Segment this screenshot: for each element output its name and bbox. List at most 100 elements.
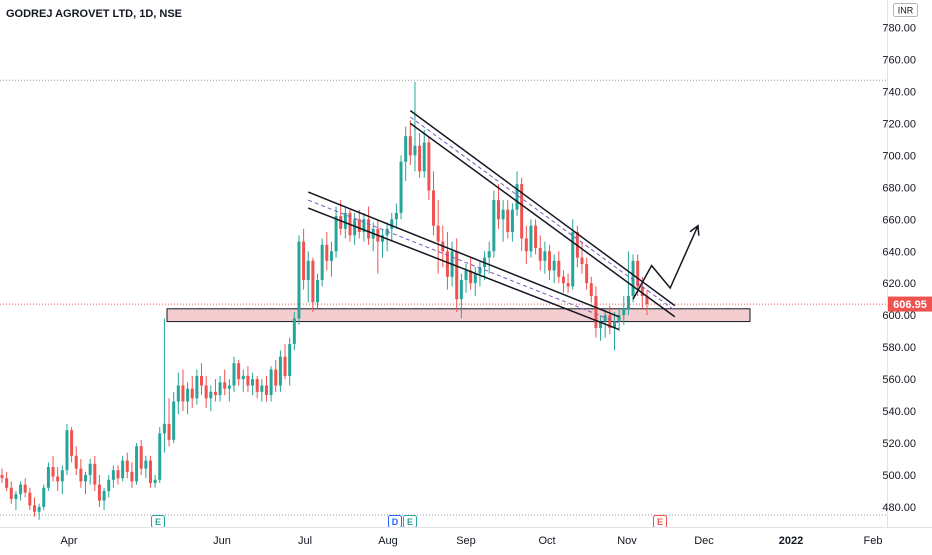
candle (153, 475, 157, 488)
candle (464, 264, 468, 293)
candle-body (107, 479, 111, 491)
candle-body (617, 315, 621, 322)
currency-label: INR (898, 6, 914, 16)
candle-body (130, 471, 134, 482)
candle (631, 254, 635, 303)
candle-body (571, 232, 575, 287)
candle (125, 452, 129, 479)
projection-arrow-head (689, 224, 700, 236)
price-tick-label: 540.00 (882, 406, 916, 418)
price-tick-label: 520.00 (882, 438, 916, 450)
candle-body (603, 315, 607, 322)
lower-channel-top-line (307, 191, 620, 318)
candle (320, 238, 324, 287)
candle-body (385, 228, 389, 236)
event-marker-label: E (407, 517, 413, 527)
candle (292, 311, 296, 351)
candle-body (566, 283, 570, 287)
candle-body (255, 379, 259, 392)
candle-body (594, 296, 598, 328)
candle (622, 296, 626, 325)
candle-body (162, 423, 166, 434)
time-tick-label: Jul (298, 535, 312, 547)
candle (172, 391, 176, 444)
candle (473, 267, 477, 296)
candle-body (278, 356, 282, 386)
candle (195, 369, 199, 405)
candle (316, 273, 320, 309)
candle-body (274, 369, 278, 386)
candle-body (608, 315, 612, 328)
price-tick-label: 600.00 (882, 310, 916, 322)
candle (543, 241, 547, 274)
candle-body (102, 490, 106, 501)
price-tick-label: 580.00 (882, 342, 916, 354)
candle-body (167, 423, 171, 440)
candle (56, 467, 60, 491)
candle (14, 490, 18, 511)
candle-body (622, 308, 626, 316)
candle-body (135, 446, 139, 482)
candle (23, 478, 27, 498)
candle-body (631, 260, 635, 296)
event-marker-label: E (657, 517, 663, 527)
candle (42, 484, 46, 511)
candle (617, 308, 621, 332)
candle (227, 379, 231, 402)
projection-arrow-path (632, 225, 699, 300)
candle (186, 382, 190, 415)
price-axis[interactable]: 480.00 500.00 520.00 540.00 560.00 580.00 600.… (882, 23, 916, 514)
candle-body (427, 142, 431, 191)
candle (394, 203, 398, 229)
candle-body (223, 382, 227, 389)
event-marker-label: E (155, 517, 161, 527)
upper-channel-bottom-line (409, 122, 676, 318)
price-tick-label: 780.00 (882, 23, 916, 35)
candle-body (316, 280, 320, 303)
candle-body (237, 363, 241, 380)
lower-channel-bottom-line (307, 207, 620, 331)
last-price-label: 606.95 (893, 299, 927, 311)
candle (311, 257, 315, 312)
candle (580, 241, 584, 274)
time-axis[interactable]: Apr Jun Jul Aug Sep Oct Nov Dec 2022 Feb (60, 535, 882, 547)
candle-body (288, 343, 292, 376)
candle-body (264, 385, 268, 396)
event-marker[interactable]: E (653, 515, 667, 528)
currency-badge[interactable]: INR (893, 3, 918, 17)
candle (329, 241, 333, 277)
candle (487, 241, 491, 274)
candle (427, 136, 431, 201)
candle-body (232, 363, 236, 386)
event-marker[interactable]: E (403, 515, 417, 528)
candle-body (469, 270, 473, 284)
candle (88, 459, 92, 485)
event-marker[interactable]: D (388, 515, 402, 528)
candle (548, 244, 552, 281)
candle-body (190, 388, 194, 399)
candle (325, 232, 329, 271)
time-tick-label: Sep (456, 535, 476, 547)
candle-body (413, 145, 417, 156)
candle-body (181, 385, 185, 402)
candle (28, 487, 32, 511)
candle-body (153, 479, 157, 483)
candle-body (343, 212, 347, 229)
candle-body (436, 225, 440, 242)
candle (445, 232, 449, 290)
candle-body (158, 433, 162, 480)
candle (566, 273, 570, 293)
candle (302, 228, 306, 290)
candle (538, 235, 542, 271)
candle-body (640, 286, 644, 296)
event-marker[interactable]: E (151, 515, 165, 528)
candle (121, 455, 125, 482)
candle-body (14, 494, 18, 499)
candle-body (204, 385, 208, 399)
drawings-layer (307, 110, 700, 331)
candle (501, 200, 505, 242)
candle-body (589, 283, 593, 296)
candle-body (543, 251, 547, 261)
candle-body (645, 296, 649, 305)
candle-body (325, 244, 329, 261)
